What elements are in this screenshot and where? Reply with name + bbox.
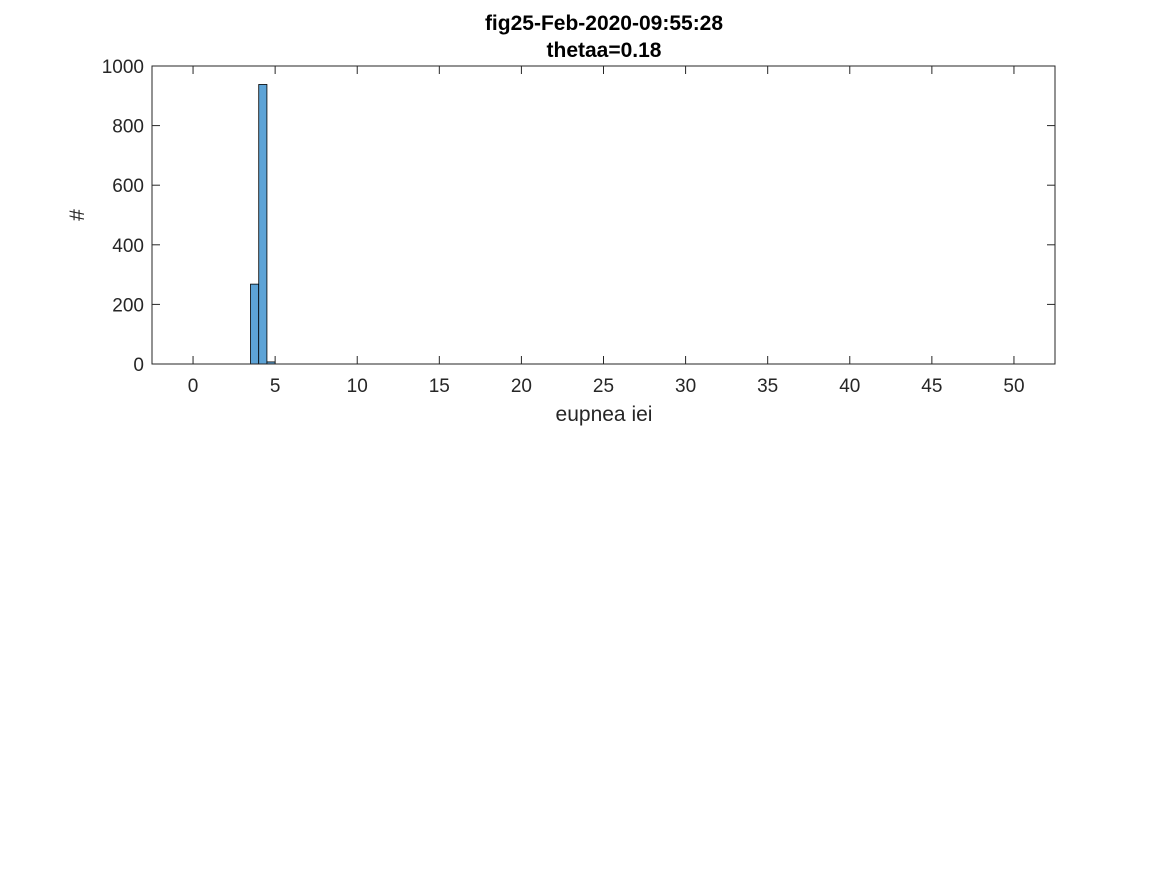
plot-frame [152, 66, 1055, 364]
y-tick-label: 1000 [102, 57, 144, 78]
y-tick-label: 600 [112, 176, 144, 197]
x-tick-label: 20 [511, 376, 532, 397]
histogram-bar [250, 283, 260, 365]
x-tick-label: 0 [188, 376, 199, 397]
y-axis-label: # [66, 209, 89, 221]
x-tick-label: 35 [757, 376, 778, 397]
histogram-bar [258, 84, 268, 365]
plot-border [151, 65, 1056, 365]
x-tick-label: 30 [675, 376, 696, 397]
x-tick-label: 50 [1003, 376, 1024, 397]
x-axis-label: eupnea iei [556, 403, 653, 426]
x-tick-label: 10 [347, 376, 368, 397]
x-tick-label: 40 [839, 376, 860, 397]
x-tick-label: 45 [921, 376, 942, 397]
chart-subtitle: thetaa=0.18 [547, 39, 662, 62]
plot-area: 0 5 10 15 20 25 30 35 40 45 50 0 200 400 600 800 1000 [102, 57, 1056, 397]
x-tick-label: 25 [593, 376, 614, 397]
y-tick-label: 400 [112, 236, 144, 257]
x-tick-label: 5 [270, 376, 281, 397]
y-tick-label: 800 [112, 117, 144, 138]
y-tick-label: 200 [112, 295, 144, 316]
y-tick-label: 0 [133, 355, 144, 376]
chart-title: fig25-Feb-2020-09:55:28 [485, 12, 723, 35]
y-axis-ticks: 0 200 400 600 800 1000 [102, 57, 1055, 376]
x-axis-ticks: 0 5 10 15 20 25 30 35 40 45 50 [188, 66, 1025, 397]
x-tick-label: 15 [429, 376, 450, 397]
